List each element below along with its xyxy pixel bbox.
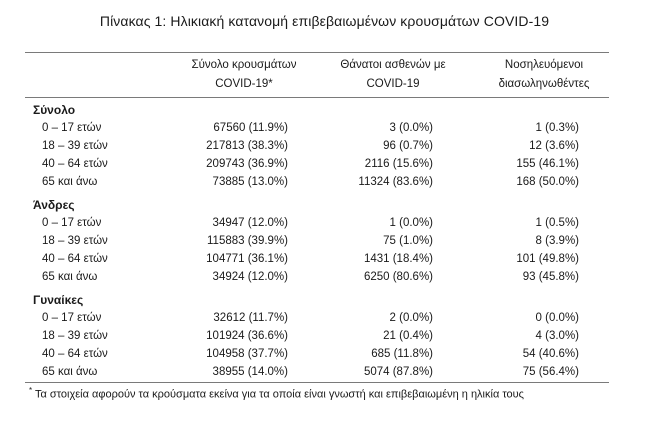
age-cell: 18 – 39 ετών bbox=[42, 330, 108, 342]
table-row: 18 – 39 ετών 115883 (39.9%) 75 (1.0%) 8 … bbox=[0, 235, 649, 253]
age-cell: 0 – 17 ετών bbox=[42, 312, 102, 324]
header-rule bbox=[25, 97, 609, 98]
section-label-men: Άνδρες bbox=[33, 198, 75, 212]
intubated-cell: 0 (0.0%) bbox=[535, 312, 579, 324]
column-header-line: διασωληνωθέντες bbox=[498, 78, 590, 90]
deaths-cell: 11324 (83.6%) bbox=[358, 176, 433, 188]
table-row: 65 και άνω 73885 (13.0%) 11324 (83.6%) 1… bbox=[0, 176, 649, 194]
age-cell: 65 και άνω bbox=[42, 366, 98, 378]
top-rule bbox=[25, 52, 609, 53]
age-cell: 0 – 17 ετών bbox=[42, 122, 102, 134]
intubated-cell: 12 (3.6%) bbox=[529, 140, 579, 152]
table-row: 40 – 64 ετών 209743 (36.9%) 2116 (15.6%)… bbox=[0, 158, 649, 176]
column-header-line: Νοσηλευόμενοι bbox=[504, 59, 584, 71]
column-header-intubated: Νοσηλευόμενοι διασωληνωθέντες bbox=[482, 56, 606, 94]
deaths-cell: 1 (0.0%) bbox=[389, 217, 433, 229]
deaths-cell: 21 (0.4%) bbox=[383, 330, 433, 342]
table-row: 40 – 64 ετών 104771 (36.1%) 1431 (18.4%)… bbox=[0, 253, 649, 271]
age-cell: 40 – 64 ετών bbox=[42, 253, 108, 265]
table-row: 65 και άνω 38955 (14.0%) 5074 (87.8%) 75… bbox=[0, 366, 649, 384]
table-title: Πίνακας 1: Ηλικιακή κατανομή επιβεβαιωμέ… bbox=[99, 13, 550, 29]
intubated-cell: 4 (3.0%) bbox=[535, 330, 579, 342]
intubated-cell: 1 (0.3%) bbox=[535, 122, 579, 134]
table-row: 40 – 64 ετών 104958 (37.7%) 685 (11.8%) … bbox=[0, 348, 649, 366]
cases-cell: 67560 (11.9%) bbox=[213, 122, 288, 134]
deaths-cell: 2 (0.0%) bbox=[389, 312, 433, 324]
table-row: 0 – 17 ετών 32612 (11.7%) 2 (0.0%) 0 (0.… bbox=[0, 312, 649, 330]
cases-cell: 217813 (38.3%) bbox=[206, 140, 288, 152]
age-cell: 65 και άνω bbox=[42, 176, 98, 188]
intubated-cell: 155 (46.1%) bbox=[516, 158, 579, 170]
deaths-cell: 5074 (87.8%) bbox=[363, 366, 433, 378]
deaths-cell: 6250 (80.6%) bbox=[363, 271, 433, 283]
age-cell: 40 – 64 ετών bbox=[42, 158, 108, 170]
deaths-cell: 3 (0.0%) bbox=[389, 122, 433, 134]
footnote: * Τα στοιχεία αφορούν τα κρούσματα εκείν… bbox=[29, 386, 524, 401]
cases-cell: 38955 (14.0%) bbox=[212, 366, 288, 378]
cases-cell: 209743 (36.9%) bbox=[206, 158, 288, 170]
cases-cell: 73885 (13.0%) bbox=[212, 176, 288, 188]
cases-cell: 104958 (37.7%) bbox=[206, 348, 288, 360]
table-row: 18 – 39 ετών 217813 (38.3%) 96 (0.7%) 12… bbox=[0, 140, 649, 158]
deaths-cell: 1431 (18.4%) bbox=[363, 253, 433, 265]
column-header-deaths: Θάνατοι ασθενών με COVID-19 bbox=[327, 56, 459, 94]
cases-cell: 34947 (12.0%) bbox=[212, 217, 288, 229]
cases-cell: 32612 (11.7%) bbox=[213, 312, 288, 324]
deaths-cell: 75 (1.0%) bbox=[383, 235, 433, 247]
section-label-women: Γυναίκες bbox=[33, 293, 84, 307]
deaths-cell: 96 (0.7%) bbox=[383, 140, 433, 152]
footnote-text: Τα στοιχεία αφορούν τα κρούσματα εκείνα … bbox=[34, 388, 524, 401]
column-header-total-cases: Σύνολο κρουσμάτων COVID-19* bbox=[182, 56, 306, 94]
intubated-cell: 54 (40.6%) bbox=[522, 348, 579, 360]
intubated-cell: 8 (3.9%) bbox=[535, 235, 579, 247]
cases-cell: 101924 (36.6%) bbox=[206, 330, 288, 342]
age-cell: 40 – 64 ετών bbox=[42, 348, 108, 360]
cases-cell: 104771 (36.1%) bbox=[206, 253, 288, 265]
table-row: 18 – 39 ετών 101924 (36.6%) 21 (0.4%) 4 … bbox=[0, 330, 649, 348]
age-cell: 18 – 39 ετών bbox=[42, 140, 108, 152]
cases-cell: 34924 (12.0%) bbox=[212, 271, 288, 283]
cases-cell: 115883 (39.9%) bbox=[207, 235, 288, 247]
column-header-line: Θάνατοι ασθενών με bbox=[340, 59, 446, 71]
deaths-cell: 685 (11.8%) bbox=[371, 348, 433, 360]
column-header-line: Σύνολο κρουσμάτων bbox=[191, 59, 297, 71]
table-row: 0 – 17 ετών 67560 (11.9%) 3 (0.0%) 1 (0.… bbox=[0, 122, 649, 140]
bottom-rule bbox=[25, 382, 609, 383]
intubated-cell: 101 (49.8%) bbox=[516, 253, 579, 265]
intubated-cell: 93 (45.8%) bbox=[522, 271, 579, 283]
footnote-marker: * bbox=[29, 386, 33, 395]
section-label-total: Σύνολο bbox=[33, 103, 76, 117]
intubated-cell: 168 (50.0%) bbox=[516, 176, 579, 188]
intubated-cell: 1 (0.5%) bbox=[535, 217, 579, 229]
deaths-cell: 2116 (15.6%) bbox=[364, 158, 433, 170]
age-cell: 18 – 39 ετών bbox=[42, 235, 108, 247]
age-cell: 0 – 17 ετών bbox=[42, 217, 102, 229]
age-cell: 65 και άνω bbox=[42, 271, 98, 283]
table-row: 0 – 17 ετών 34947 (12.0%) 1 (0.0%) 1 (0.… bbox=[0, 217, 649, 235]
column-header-line: COVID-19 bbox=[366, 78, 420, 90]
table-row: 65 και άνω 34924 (12.0%) 6250 (80.6%) 93… bbox=[0, 271, 649, 289]
column-header-line: COVID-19* bbox=[215, 78, 273, 90]
intubated-cell: 75 (56.4%) bbox=[522, 366, 579, 378]
